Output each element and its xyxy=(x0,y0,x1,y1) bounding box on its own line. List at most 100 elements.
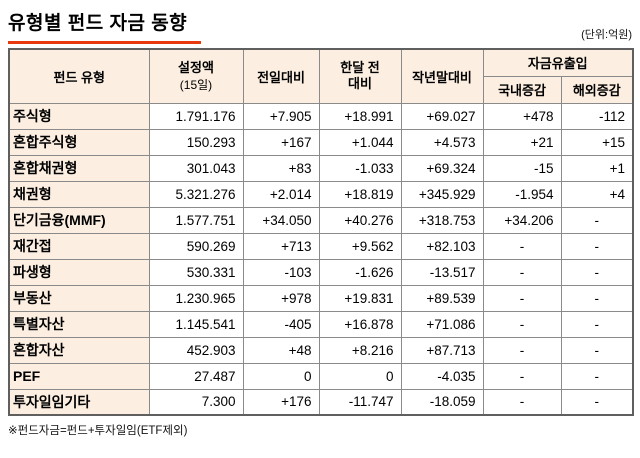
vs-year-end-cell: -4.035 xyxy=(400,362,484,390)
overseas-flow-cell: -112 xyxy=(560,102,634,130)
overseas-flow-cell: - xyxy=(560,310,634,338)
vs-prev-day-cell: -103 xyxy=(242,258,320,286)
vs-month-cell: +1.044 xyxy=(318,128,402,156)
vs-year-end-cell: +89.539 xyxy=(400,284,484,312)
table-row: 혼합자산 452.903 +48 +8.216 +87.713- - xyxy=(8,336,634,364)
header-vs-year-end: 작년말대비 xyxy=(400,48,484,104)
header-set-amount: 설정액 (15일) xyxy=(148,48,244,104)
domestic-flow-cell: +21 xyxy=(482,128,562,156)
vs-month-cell: 0 xyxy=(318,362,402,390)
table-row: 채권형 5.321.276 +2.014 +18.819 +345.929 -1.954 +… xyxy=(8,180,634,208)
amount-cell: 301.043 xyxy=(148,154,244,182)
overseas-flow-cell: - xyxy=(560,336,634,364)
vs-year-end-cell: +69.324 xyxy=(400,154,484,182)
vs-prev-day-cell: +176 xyxy=(242,388,320,416)
domestic-flow-cell: -15 xyxy=(482,154,562,182)
amount-cell: 530.331 xyxy=(148,258,244,286)
footnote: ※펀드자금=펀드+투자일임(ETF제외) xyxy=(8,425,188,437)
header-set-amount-sub: (15일) xyxy=(179,77,213,92)
amount-cell: 1.577.751 xyxy=(148,206,244,234)
header-vs-month-line2: 대비 xyxy=(348,76,372,92)
overseas-flow-cell: - xyxy=(560,206,634,234)
vs-year-end-cell: -18.059 xyxy=(400,388,484,416)
amount-cell: 7.300 xyxy=(148,388,244,416)
header-domestic-flow: 국내증감 xyxy=(482,75,562,104)
vs-prev-day-cell: +713 xyxy=(242,232,320,260)
fund-type-cell: 혼합자산 xyxy=(8,336,150,364)
vs-month-cell: +9.562 xyxy=(318,232,402,260)
vs-prev-day-cell: 0 xyxy=(242,362,320,390)
vs-prev-day-cell: +48 xyxy=(242,336,320,364)
fund-type-cell: PEF xyxy=(8,362,150,390)
vs-prev-day-cell: +83 xyxy=(242,154,320,182)
vs-month-cell: -1.626 xyxy=(318,258,402,286)
table-row: 파생형 530.331 -103 -1.626 -13.517- - xyxy=(8,258,634,286)
domestic-flow-cell: - xyxy=(482,232,562,260)
vs-prev-day-cell: +978 xyxy=(242,284,320,312)
domestic-flow-cell: +34.206 xyxy=(482,206,562,234)
domestic-flow-cell: -1.954 xyxy=(482,180,562,208)
vs-month-cell: +8.216 xyxy=(318,336,402,364)
domestic-flow-cell: - xyxy=(482,362,562,390)
vs-prev-day-cell: +2.014 xyxy=(242,180,320,208)
amount-cell: 27.487 xyxy=(148,362,244,390)
table-row: 재간접 590.269 +713 +9.562 +82.103- - xyxy=(8,232,634,260)
fund-type-cell: 단기금융(MMF) xyxy=(8,206,150,234)
vs-year-end-cell: -13.517 xyxy=(400,258,484,286)
vs-month-cell: -1.033 xyxy=(318,154,402,182)
domestic-flow-cell: - xyxy=(482,310,562,338)
vs-month-cell: +40.276 xyxy=(318,206,402,234)
domestic-flow-cell: - xyxy=(482,258,562,286)
domestic-flow-cell: - xyxy=(482,336,562,364)
overseas-flow-cell: +1 xyxy=(560,154,634,182)
domestic-flow-cell: - xyxy=(482,284,562,312)
vs-year-end-cell: +345.929 xyxy=(400,180,484,208)
overseas-flow-cell: - xyxy=(560,362,634,390)
fund-type-cell: 주식형 xyxy=(8,102,150,130)
table-row: 특별자산 1.145.541 -405 +16.878 +71.086- - xyxy=(8,310,634,338)
header-flow-group: 자금유출입 xyxy=(482,48,634,77)
vs-month-cell: -11.747 xyxy=(318,388,402,416)
amount-cell: 1.145.541 xyxy=(148,310,244,338)
vs-month-cell: +18.819 xyxy=(318,180,402,208)
fund-type-cell: 채권형 xyxy=(8,180,150,208)
vs-year-end-cell: +4.573 xyxy=(400,128,484,156)
fund-type-cell: 혼합주식형 xyxy=(8,128,150,156)
table-body: 주식형 1.791.176 +7.905 +18.991 +69.027 +478 -112… xyxy=(8,102,634,416)
table-row: 투자일임기타 7.300 +176 -11.747 -18.059- - xyxy=(8,388,634,416)
amount-cell: 5.321.276 xyxy=(148,180,244,208)
amount-cell: 150.293 xyxy=(148,128,244,156)
vs-month-cell: +18.991 xyxy=(318,102,402,130)
table-row: 혼합주식형 150.293 +167 +1.044 +4.573 +21 +15 xyxy=(8,128,634,156)
page-header: 유형별 펀드 자금 동향 (단위:억원) xyxy=(8,6,632,44)
header-fund-type: 펀드 유형 xyxy=(8,48,150,104)
table-row: 혼합채권형 301.043 +83 -1.033 +69.324 -15 +1 xyxy=(8,154,634,182)
amount-cell: 590.269 xyxy=(148,232,244,260)
vs-year-end-cell: +318.753 xyxy=(400,206,484,234)
unit-label: (단위:억원) xyxy=(581,29,632,41)
fund-type-cell: 투자일임기타 xyxy=(8,388,150,416)
amount-cell: 1.791.176 xyxy=(148,102,244,130)
header-vs-month-line1: 한달 전 xyxy=(340,60,380,75)
table-row: 부동산 1.230.965 +978 +19.831 +89.539- - xyxy=(8,284,634,312)
table-row: 단기금융(MMF) 1.577.751 +34.050 +40.276 +318.753… xyxy=(8,206,634,234)
vs-prev-day-cell: +7.905 xyxy=(242,102,320,130)
fund-type-cell: 혼합채권형 xyxy=(8,154,150,182)
table-header: 펀드 유형 설정액 (15일) 전일대비 한달 전 대비 작년말대비 자금유출입… xyxy=(8,48,634,104)
domestic-flow-cell: - xyxy=(482,388,562,416)
overseas-flow-cell: +4 xyxy=(560,180,634,208)
fund-type-cell: 부동산 xyxy=(8,284,150,312)
fund-type-cell: 특별자산 xyxy=(8,310,150,338)
vs-month-cell: +19.831 xyxy=(318,284,402,312)
vs-prev-day-cell: +34.050 xyxy=(242,206,320,234)
page: 유형별 펀드 자금 동향 (단위:억원) 펀드 유형 설정액 (15일) 전일대… xyxy=(8,6,634,437)
vs-prev-day-cell: +167 xyxy=(242,128,320,156)
amount-cell: 452.903 xyxy=(148,336,244,364)
fund-type-cell: 재간접 xyxy=(8,232,150,260)
table-row: 주식형 1.791.176 +7.905 +18.991 +69.027 +478 -112 xyxy=(8,102,634,130)
vs-month-cell: +16.878 xyxy=(318,310,402,338)
header-overseas-flow: 해외증감 xyxy=(560,75,634,104)
overseas-flow-cell: - xyxy=(560,232,634,260)
header-vs-month: 한달 전 대비 xyxy=(318,48,402,104)
overseas-flow-cell: - xyxy=(560,284,634,312)
